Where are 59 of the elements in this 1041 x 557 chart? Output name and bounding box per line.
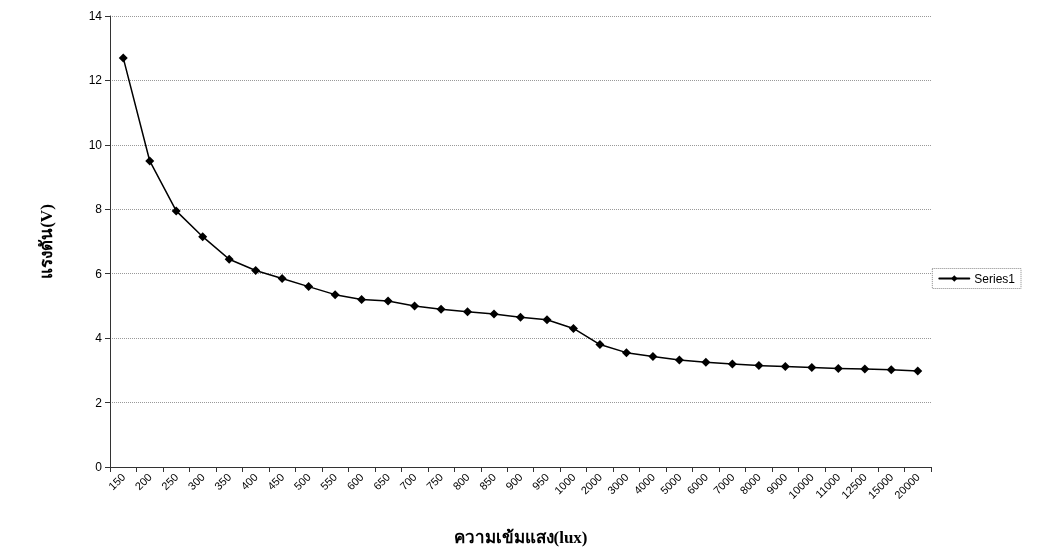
x-tick-label: 900 — [503, 470, 525, 493]
x-tick-label: 700 — [397, 470, 419, 493]
x-tick-label: 300 — [185, 470, 207, 493]
point — [568, 323, 578, 333]
point — [304, 282, 314, 292]
point — [648, 352, 658, 362]
point — [330, 290, 340, 300]
point — [436, 304, 446, 314]
x-axis-title: ความเข้มแสง(lux) — [453, 528, 588, 547]
x-tick-label: 950 — [529, 470, 552, 493]
point — [357, 294, 367, 304]
point — [463, 307, 473, 317]
x-tick-label: 600 — [344, 470, 366, 493]
x-tick-label: 550 — [317, 470, 340, 493]
y-tick-label: 4 — [95, 331, 103, 346]
point — [886, 365, 896, 375]
point — [754, 361, 764, 371]
y-tick-label: 2 — [95, 395, 103, 410]
x-tick-label: 200 — [132, 470, 154, 493]
y-tick-label: 10 — [88, 137, 103, 152]
point — [118, 53, 128, 63]
y-tick-label: 0 — [95, 460, 103, 474]
point — [224, 254, 234, 264]
point — [701, 357, 711, 367]
point — [410, 301, 420, 311]
y-axis-title: แรงดัน(V) — [37, 204, 56, 279]
point — [516, 312, 525, 322]
x-tick-label: 350 — [211, 470, 234, 493]
legend-label: Series1 — [974, 271, 1016, 286]
x-tick-label: 150 — [106, 470, 128, 493]
point — [780, 361, 790, 371]
point — [674, 355, 684, 365]
y-tick-label: 6 — [95, 266, 103, 281]
x-tick-label: 650 — [370, 470, 393, 493]
x-tick-label: 750 — [423, 470, 446, 493]
point — [145, 156, 155, 166]
point — [277, 274, 287, 284]
point — [171, 206, 181, 216]
point — [860, 364, 870, 374]
x-tick-label: 250 — [159, 470, 181, 493]
point — [251, 265, 261, 275]
y-tick-label: 14 — [88, 9, 103, 23]
point — [489, 309, 499, 319]
point — [727, 359, 737, 369]
point — [621, 348, 631, 358]
point — [913, 366, 923, 376]
x-tick-label: 850 — [476, 470, 499, 493]
x-tick-label: 500 — [291, 470, 313, 493]
point — [383, 296, 393, 306]
point — [807, 362, 817, 372]
y-tick-label: 12 — [88, 73, 103, 88]
point — [542, 315, 552, 325]
point — [833, 363, 843, 373]
x-tick-label: 800 — [450, 470, 472, 493]
point — [595, 340, 605, 350]
x-tick-label: 450 — [264, 470, 287, 493]
point — [198, 232, 208, 242]
x-tick-label: 400 — [238, 470, 260, 493]
y-tick-label: 8 — [95, 202, 103, 217]
